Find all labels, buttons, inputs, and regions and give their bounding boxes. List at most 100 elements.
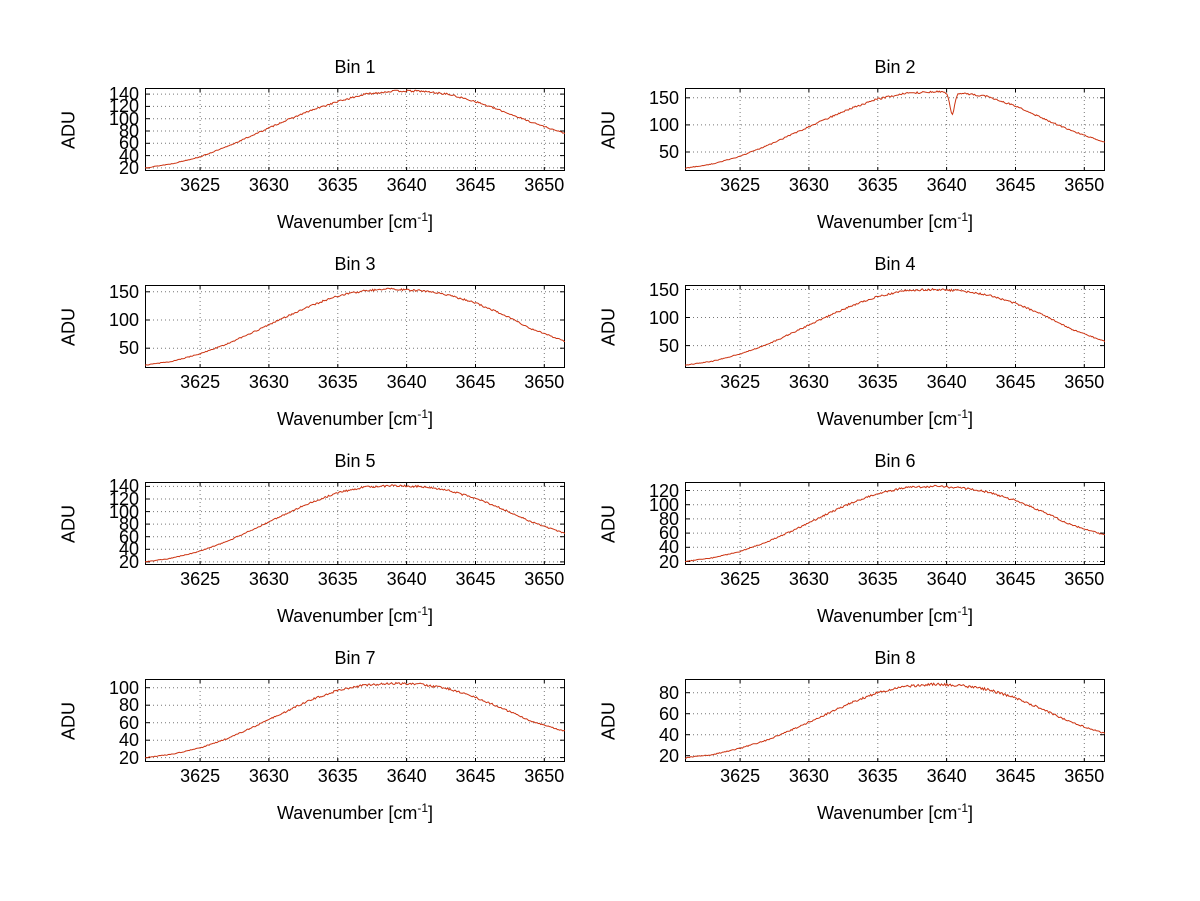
x-tick-label: 3645: [455, 569, 496, 589]
x-tick-label: 3640: [926, 766, 967, 786]
x-tick-label: 3650: [524, 569, 565, 589]
x-axis-label: Wavenumber [cm-1]: [145, 797, 565, 824]
y-tick-label: 140: [108, 84, 139, 105]
subplot-bin-5: Bin 5 ADU 20 40 60 80 100 120 140 3625 3630 3635…: [59, 451, 565, 626]
y-tick-label: 60: [118, 712, 139, 733]
y-tick-labels: 20 40 60 80 100 120: [623, 482, 679, 571]
x-tick-labels: 3625 3630 3635 3640 3645 3650: [685, 569, 1105, 593]
y-tick-labels: 50 100 150: [83, 281, 139, 368]
x-tick-label: 3645: [995, 372, 1036, 392]
x-axis-label: Wavenumber [cm-1]: [685, 403, 1105, 430]
y-tick-label: 60: [118, 133, 139, 154]
x-tick-label: 3645: [995, 175, 1036, 195]
subplot-bin-1: Bin 1 ADU 20 40 60 80 100 120 140 3625 3630 3635…: [59, 57, 565, 232]
x-tick-labels: 3625 3630 3635 3640 3645 3650: [685, 372, 1105, 396]
x-axis-label-exponent: -1: [957, 801, 969, 815]
x-axis-label: Wavenumber [cm-1]: [685, 797, 1105, 824]
x-tick-label: 3625: [180, 175, 221, 195]
x-tick-label: 3650: [524, 372, 565, 392]
plot-area: [685, 285, 1105, 368]
x-tick-label: 3650: [1064, 569, 1105, 589]
y-tick-label: 120: [108, 489, 139, 509]
x-axis-label-close: ]: [968, 409, 974, 429]
x-tick-label: 3625: [720, 175, 761, 195]
y-tick-label: 140: [108, 476, 139, 497]
y-tick-labels: 20 40 60 80 100 120 140: [83, 477, 139, 571]
x-tick-label: 3625: [180, 569, 221, 589]
y-tick-labels: 50 100 150: [623, 88, 679, 171]
x-axis-label-close: ]: [428, 803, 434, 823]
x-tick-label: 3630: [248, 569, 289, 589]
subplot-bin-7: Bin 7 ADU 20 40 60 80 100 3625 3630 3635 3640 36…: [59, 648, 565, 823]
x-axis-label-exponent: -1: [957, 210, 969, 224]
y-tick-label: 50: [658, 142, 679, 162]
x-axis-label-close: ]: [428, 409, 434, 429]
y-tick-label: 100: [108, 501, 139, 522]
x-tick-labels: 3625 3630 3635 3640 3645 3650: [685, 766, 1105, 790]
x-axis-label-exponent: -1: [957, 407, 969, 421]
x-tick-label: 3640: [386, 175, 427, 195]
y-tick-label: 20: [118, 747, 139, 768]
y-tick-label: 40: [658, 537, 679, 558]
y-tick-label: 40: [118, 539, 139, 560]
y-tick-label: 80: [658, 508, 679, 529]
x-tick-label: 3640: [386, 569, 427, 589]
x-axis-label: Wavenumber [cm-1]: [685, 206, 1105, 233]
x-tick-label: 3650: [1064, 766, 1105, 786]
x-axis-label-text: Wavenumber [cm: [816, 212, 958, 232]
x-tick-label: 3630: [788, 569, 829, 589]
y-tick-label: 40: [658, 724, 679, 745]
y-tick-label: 150: [648, 87, 679, 108]
y-tick-label: 50: [118, 338, 139, 359]
y-tick-label: 40: [118, 145, 139, 166]
x-axis-label-exponent: -1: [417, 801, 429, 815]
y-tick-label: 80: [118, 514, 139, 535]
x-tick-label: 3625: [180, 766, 221, 786]
x-axis-label: Wavenumber [cm-1]: [145, 403, 565, 430]
y-axis-label: ADU: [58, 701, 79, 740]
x-axis-label-close: ]: [428, 606, 434, 626]
chart-title: Bin 1: [334, 57, 376, 77]
x-tick-labels: 3625 3630 3635 3640 3645 3650: [145, 372, 565, 396]
chart-title: Bin 7: [334, 648, 376, 668]
x-axis-label-close: ]: [428, 212, 434, 232]
x-tick-label: 3635: [317, 569, 358, 589]
y-axis-label: ADU: [598, 110, 619, 149]
x-tick-labels: 3625 3630 3635 3640 3645 3650: [145, 175, 565, 199]
x-axis-label-text: Wavenumber [cm: [276, 803, 418, 823]
x-tick-label: 3650: [524, 766, 565, 786]
y-axis-label: ADU: [58, 110, 79, 149]
x-axis-label-text: Wavenumber [cm: [816, 803, 958, 823]
x-tick-label: 3650: [1064, 175, 1105, 195]
x-axis-label-text: Wavenumber [cm: [816, 606, 958, 626]
y-tick-label: 80: [118, 695, 139, 716]
x-tick-label: 3645: [455, 372, 496, 392]
x-tick-labels: 3625 3630 3635 3640 3645 3650: [145, 766, 565, 790]
x-axis-label: Wavenumber [cm-1]: [145, 206, 565, 233]
x-tick-label: 3640: [926, 175, 967, 195]
y-tick-label: 100: [648, 494, 679, 515]
y-tick-label: 150: [108, 281, 139, 302]
x-tick-label: 3635: [317, 372, 358, 392]
y-tick-labels: 20 40 60 80 100 120 140: [83, 84, 139, 177]
subplot-bin-2: Bin 2 ADU 50 100 150 3625 3630 3635 3640 3645 3…: [599, 57, 1105, 232]
y-tick-label: 60: [658, 703, 679, 724]
chart-title: Bin 3: [334, 254, 376, 274]
x-axis-label-close: ]: [968, 212, 974, 232]
x-tick-label: 3630: [248, 372, 289, 392]
subplot-bin-8: Bin 8 ADU 20 40 60 80 3625 3630 3635 3640 3645 3…: [599, 648, 1105, 823]
x-axis-label-text: Wavenumber [cm: [276, 606, 418, 626]
chart-title: Bin 2: [874, 57, 916, 77]
x-tick-label: 3635: [857, 766, 898, 786]
y-tick-labels: 50 100 150: [623, 281, 679, 368]
y-tick-label: 100: [108, 310, 139, 330]
x-tick-label: 3630: [248, 175, 289, 195]
x-axis-label: Wavenumber [cm-1]: [145, 600, 565, 627]
y-tick-label: 120: [108, 96, 139, 117]
y-tick-label: 20: [118, 551, 139, 572]
x-axis-label-text: Wavenumber [cm: [276, 212, 418, 232]
plot-area: [685, 679, 1105, 762]
x-tick-label: 3645: [455, 766, 496, 786]
x-tick-label: 3635: [317, 766, 358, 786]
x-tick-label: 3625: [720, 766, 761, 786]
